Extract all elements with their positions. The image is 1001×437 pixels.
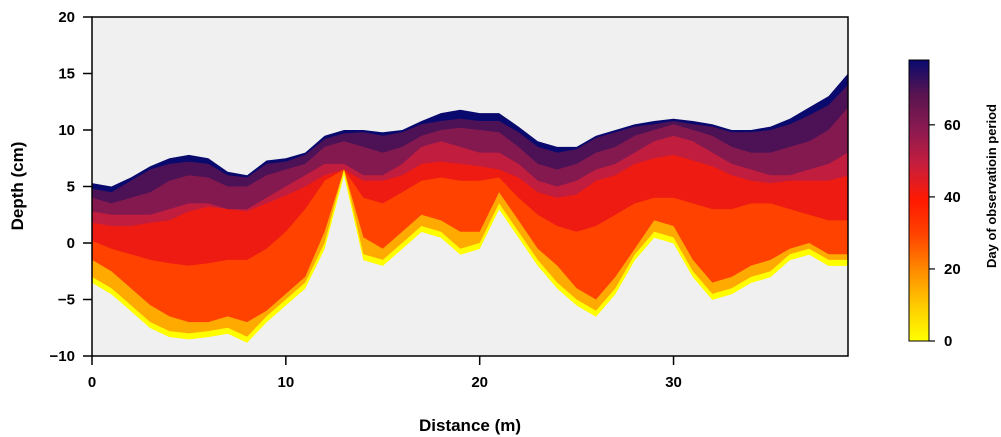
colorbar-title: Day of observatioin period [984,104,999,268]
y-tick-label: 20 [58,9,75,26]
y-tick-label: 0 [67,235,75,252]
x-tick-label: 10 [278,374,295,391]
x-tick-label: 20 [471,374,488,391]
x-axis: 0 10 20 30 [88,356,682,391]
colorbar-tick-label: 20 [944,261,961,278]
series-layer [92,73,848,356]
colorbar [909,60,929,341]
colorbar-tick-label: 0 [944,333,952,350]
colorbar-frame [908,59,930,342]
bed-below-surface [92,175,848,356]
y-axis: −10 −5 0 5 10 15 20 [50,9,92,365]
x-tick-label: 30 [665,374,682,391]
y-tick-label: 5 [67,179,75,196]
y-tick-label: 15 [58,66,75,83]
y-axis-title: Depth (cm) [8,142,27,231]
x-axis-title: Distance (m) [419,416,521,435]
y-tick-label: −5 [58,292,75,309]
colorbar-tick-label: 60 [944,117,961,134]
colorbar-tick-label: 40 [944,189,961,206]
y-tick-label: −10 [50,348,75,365]
colorbar-ticks: 0 20 40 60 [929,117,961,350]
y-tick-label: 10 [58,122,75,139]
x-tick-label: 0 [88,374,96,391]
